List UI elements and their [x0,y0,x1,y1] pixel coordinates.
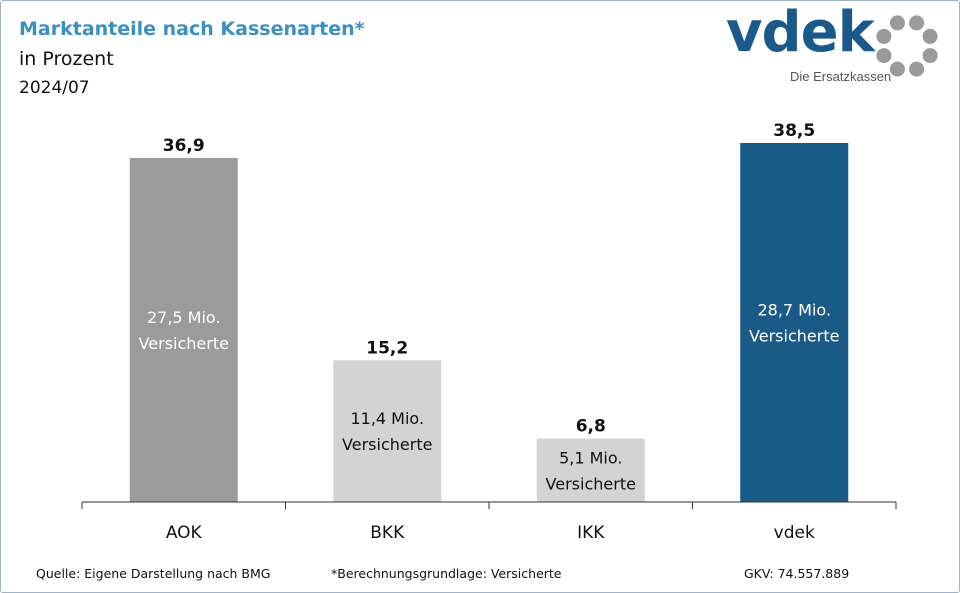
bar-value-label: 15,2 [366,338,408,358]
chart-subtitle: in Prozent [19,48,114,70]
bar-vdek [740,143,849,502]
bar-ikk [536,438,645,502]
logo-wordmark: vdek [726,0,875,65]
logo-ring-dot [876,48,892,64]
footer-source: Quelle: Eigene Darstellung nach BMG [36,566,271,581]
bar-inner-label: 27,5 Mio. [147,308,221,327]
x-tick-label: BKK [370,523,405,543]
bar-inner-label: Versicherte [342,435,432,454]
footer-total: GKV: 74.557.889 [744,566,850,581]
logo-ring-dot [889,15,905,31]
bar-inner-label: Versicherte [139,334,229,353]
bar-value-label: 6,8 [576,417,606,437]
logo-ring-dot [922,48,938,64]
bar-inner-label: 11,4 Mio. [350,409,424,428]
x-tick-label: vdek [774,523,815,543]
bar-aok [129,157,238,502]
bar-inner-label: 28,7 Mio. [757,301,831,320]
bar-inner-label: Versicherte [546,474,636,493]
logo-ring-dot [876,28,892,44]
logo-ring-dot [922,28,938,44]
vdek-logo: vdek Die Ersatzkassen [722,0,944,88]
bar-inner-label: Versicherte [749,327,839,346]
chart-title: Marktanteile nach Kassenarten* [19,18,365,40]
bar-inner-label: 5,1 Mio. [559,448,622,467]
logo-ring-dot [889,61,905,77]
chart-period: 2024/07 [19,78,90,98]
x-tick-label: AOK [166,523,203,543]
bar-value-label: 36,9 [163,136,205,156]
footer-note: *Berechnungsgrundlage: Versicherte [331,566,562,581]
logo-tagline: Die Ersatzkassen [790,69,892,84]
logo-ring-dot [909,15,925,31]
vdek-ring-icon [876,15,938,77]
bar-value-label: 38,5 [773,121,815,141]
bar-bkk [333,360,442,502]
x-tick-label: IKK [577,523,605,543]
logo-ring-dot [909,61,925,77]
